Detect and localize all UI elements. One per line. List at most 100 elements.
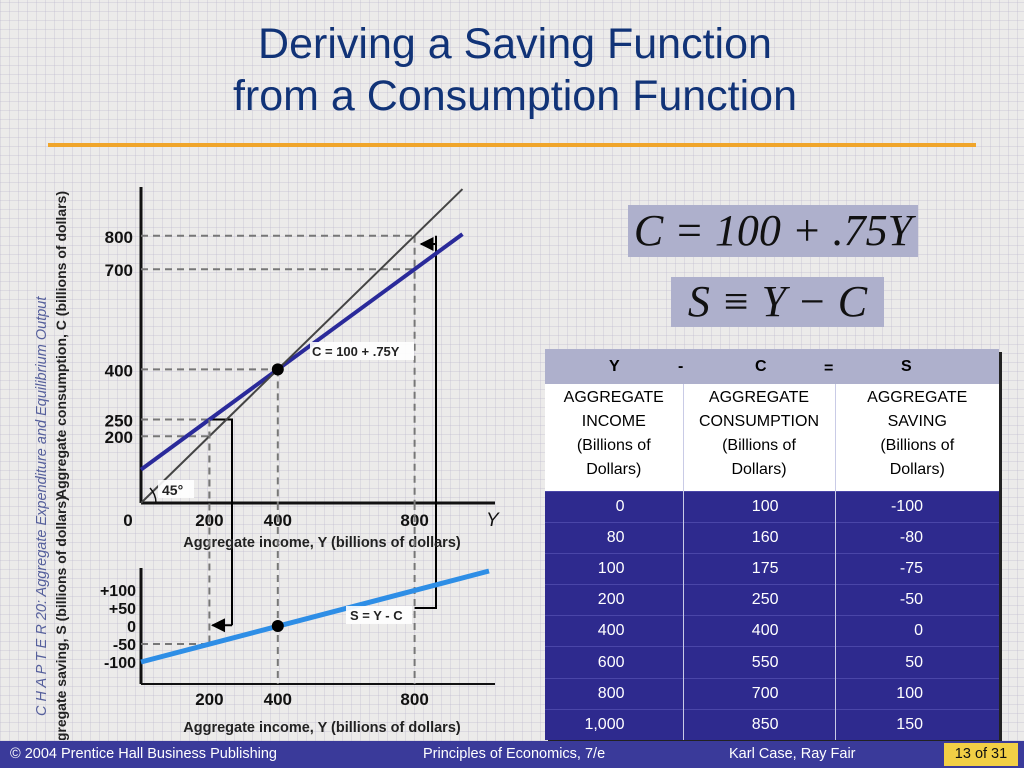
top-y-axis-label: Aggregate consumption, C (billions of do…: [53, 191, 69, 499]
top-y-axis-label-text: Aggregate consumption, C (billions of do…: [53, 191, 69, 499]
cell-income: 80: [545, 522, 683, 554]
forty-five-degree-line: [140, 188, 464, 504]
consumption-function-line: [139, 232, 464, 472]
cell-saving: 50: [834, 646, 999, 679]
title-underline: [48, 143, 976, 147]
consumption-function-label: C = 100 + .75Y: [312, 344, 400, 359]
header-line: Dollars): [731, 461, 787, 478]
cell-saving: 150: [834, 708, 999, 740]
cell-consumption: 550: [682, 646, 835, 679]
x-tick-label: 200: [195, 690, 223, 709]
symbol-equals: =: [824, 360, 834, 377]
cell-income: 400: [545, 615, 683, 647]
table-row: 200 250 -50: [545, 584, 999, 616]
x-tick-label: 0: [123, 511, 132, 530]
cell-income: 800: [545, 677, 683, 710]
cell-income: 200: [545, 584, 683, 616]
cell-saving: -100: [834, 490, 999, 523]
consumption-equation: C = 100 + .75Y: [628, 205, 918, 257]
cell-consumption: 160: [682, 522, 835, 554]
header-line: (Billions of: [576, 437, 651, 454]
bottom-tick-labels: +100+500-50-100 200 400 800: [100, 583, 429, 709]
cell-consumption: 100: [682, 490, 835, 523]
x-tick-label: 800: [400, 690, 428, 709]
y-tick-label: 800: [105, 228, 133, 247]
saving-identity: S ≡ Y − C: [671, 277, 884, 327]
top-x-axis-label: Aggregate income, Y (billions of dollars…: [183, 535, 461, 551]
saving-function-label: S = Y - C: [350, 608, 403, 623]
symbol-minus: -: [678, 358, 684, 375]
angle-label: 45°: [162, 482, 183, 498]
cell-saving: -50: [834, 584, 999, 616]
angle-arc: [149, 487, 157, 504]
column-header-saving: AGGREGATE SAVING (Billions of Dollars): [834, 384, 999, 492]
equilibrium-point: [271, 363, 284, 376]
slide-title: Deriving a Saving Function from a Consum…: [60, 18, 970, 122]
consumption-label-box: [310, 342, 414, 360]
cell-income: 100: [545, 553, 683, 585]
y-tick-label: 200: [105, 428, 133, 447]
y-tick-label: +50: [109, 601, 136, 618]
header-line: AGGREGATE: [563, 389, 664, 406]
footer-publisher: © 2004 Prentice Hall Business Publishing: [10, 746, 277, 762]
header-line: Dollars): [889, 461, 945, 478]
bottom-y-axis-label-text: Aggregate saving, S (billions of dollars…: [53, 496, 69, 740]
table-row: 1,000 850 150: [545, 708, 999, 740]
cell-consumption: 850: [682, 708, 835, 740]
table-row: 400 400 0: [545, 615, 999, 647]
saving-bracket-left: [209, 418, 233, 626]
cell-income: 1,000: [545, 708, 683, 740]
footer-book: Principles of Economics, 7/e: [423, 746, 606, 762]
top-x-axis-symbol: Y: [486, 510, 500, 531]
y-tick-label: 700: [105, 261, 133, 280]
cell-saving: -75: [834, 553, 999, 585]
cell-consumption: 175: [682, 553, 835, 585]
table-row: 600 550 50: [545, 646, 999, 679]
table-column-headers: AGGREGATE INCOME (Billions of Dollars) A…: [545, 384, 999, 492]
page-number: 13 of 31: [944, 743, 1018, 766]
header-line: CONSUMPTION: [699, 413, 819, 430]
cell-consumption: 250: [682, 584, 835, 616]
bottom-y-axis-label: Aggregate saving, S (billions of dollars…: [53, 496, 69, 740]
header-line: Dollars): [586, 461, 642, 478]
title-line-2: from a Consumption Function: [232, 72, 798, 120]
header-line: (Billions of: [880, 437, 955, 454]
cell-saving: 100: [834, 677, 999, 710]
symbol-s: S: [901, 358, 912, 375]
title-line-1: Deriving a Saving Function: [258, 20, 772, 68]
slide-footer: © 2004 Prentice Hall Business Publishing…: [0, 741, 1024, 768]
header-line: SAVING: [887, 413, 947, 430]
footer-authors: Karl Case, Ray Fair: [729, 746, 856, 762]
zero-saving-point: [271, 620, 284, 632]
income-consumption-saving-table: Y - C = S AGGREGATE INCOME (Billions of …: [545, 349, 999, 740]
cell-income: 600: [545, 646, 683, 679]
saving-bracket-right: [414, 235, 437, 609]
table-row: 100 175 -75: [545, 553, 999, 585]
cell-saving: 0: [834, 615, 999, 647]
angle-label-box: [158, 480, 194, 498]
y-tick-label: -100: [104, 655, 136, 672]
y-tick-label: 250: [105, 412, 133, 431]
table-row: 80 160 -80: [545, 522, 999, 554]
table-symbol-header: Y - C = S: [545, 349, 999, 384]
header-line: AGGREGATE: [867, 389, 968, 406]
saving-function-line: [140, 568, 490, 665]
cell-income: 0: [545, 490, 683, 523]
bottom-guide-lines: [141, 419, 416, 684]
symbol-y: Y: [609, 358, 620, 375]
y-tick-label: +100: [100, 583, 136, 600]
bottom-x-axis-label: Aggregate income, Y (billions of dollars…: [183, 720, 461, 736]
cell-consumption: 700: [682, 677, 835, 710]
header-line: INCOME: [581, 413, 646, 430]
y-tick-label: -50: [113, 637, 136, 654]
symbol-c: C: [755, 358, 767, 375]
header-line: AGGREGATE: [708, 389, 810, 406]
x-tick-label: 400: [264, 690, 292, 709]
y-tick-label: 400: [105, 361, 133, 380]
saving-label-box: [346, 606, 412, 624]
y-tick-label: 0: [127, 619, 136, 636]
header-line: (Billions of: [722, 437, 796, 454]
cell-saving: -80: [834, 522, 999, 554]
bottom-series-layer: [140, 568, 490, 665]
